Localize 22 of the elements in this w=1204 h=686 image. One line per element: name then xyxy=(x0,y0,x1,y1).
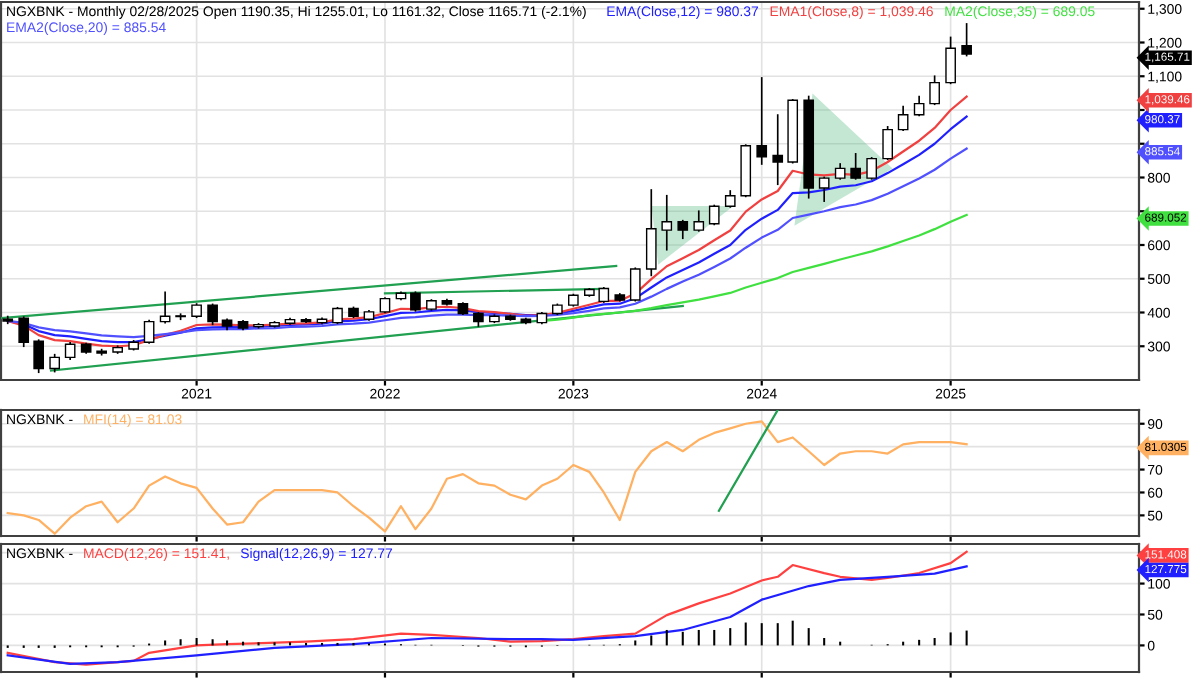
candlestick xyxy=(818,176,830,202)
candlestick xyxy=(33,339,45,374)
candlestick xyxy=(708,204,720,226)
candlestick xyxy=(693,210,705,232)
candlestick xyxy=(897,105,909,132)
candlestick xyxy=(18,316,30,348)
candlestick xyxy=(645,189,657,277)
candlestick xyxy=(961,23,972,57)
candlestick xyxy=(756,77,768,165)
candlestick xyxy=(866,157,878,180)
candlestick xyxy=(629,267,641,302)
candlestick xyxy=(850,153,862,180)
candlestick xyxy=(772,114,784,186)
candlestick xyxy=(661,194,673,251)
candlestick xyxy=(2,315,14,325)
candlestick xyxy=(929,75,940,106)
candlestick xyxy=(143,319,155,344)
candlestick xyxy=(945,36,956,85)
candlestick xyxy=(207,303,218,326)
candlestick xyxy=(882,126,893,161)
candlestick xyxy=(913,95,925,117)
candlestick xyxy=(410,291,421,312)
